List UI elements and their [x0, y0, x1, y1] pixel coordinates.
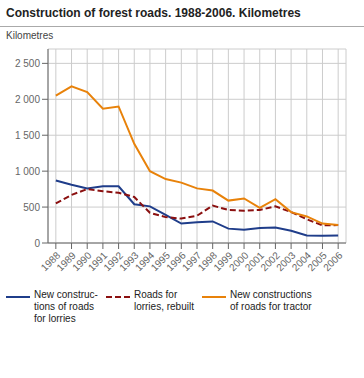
- svg-text:500: 500: [23, 202, 40, 213]
- svg-text:1992: 1992: [101, 249, 125, 274]
- svg-text:1990: 1990: [70, 249, 94, 274]
- svg-text:1988: 1988: [38, 249, 63, 274]
- html-text:Roads for: Roads for: [133, 289, 178, 300]
- html-text:New construc-: New construc-: [34, 289, 98, 300]
- svg-text:2006: 2006: [321, 249, 345, 273]
- svg-text:2002: 2002: [258, 249, 282, 274]
- svg-text:0: 0: [34, 238, 40, 249]
- svg-text:2004: 2004: [289, 249, 314, 274]
- svg-text:1993: 1993: [117, 249, 141, 274]
- svg-text:1997: 1997: [179, 249, 204, 274]
- svg-text:1991: 1991: [85, 249, 110, 274]
- html-text:Kilometres: Kilometres: [6, 30, 54, 41]
- svg-text:1 000: 1 000: [15, 166, 40, 177]
- svg-text:2005: 2005: [305, 249, 329, 274]
- svg-text:1995: 1995: [148, 249, 173, 274]
- svg-text:2001: 2001: [242, 249, 267, 274]
- svg-text:1 500: 1 500: [15, 130, 40, 141]
- svg-text:1999: 1999: [211, 249, 235, 274]
- svg-text:1996: 1996: [164, 249, 188, 274]
- svg-text:2000: 2000: [227, 249, 251, 274]
- html-text:lorries, rebuilt: lorries, rebuilt: [133, 301, 194, 312]
- html-text:for lorries: for lorries: [34, 313, 76, 324]
- html-text:of roads for tractor: of roads for tractor: [229, 301, 312, 312]
- svg-text:2 000: 2 000: [15, 94, 40, 105]
- html-text:tions of roads: tions of roads: [34, 301, 94, 312]
- svg-text:1989: 1989: [54, 249, 78, 274]
- html-text:New constructions: New constructions: [229, 289, 312, 300]
- svg-text:1998: 1998: [195, 249, 220, 274]
- svg-text:1994: 1994: [132, 249, 157, 274]
- svg-text:2 500: 2 500: [15, 58, 40, 69]
- svg-text:2003: 2003: [274, 249, 298, 274]
- html-text:Construction of forest roads.: Construction of forest roads. 1988-2006.…: [6, 6, 301, 20]
